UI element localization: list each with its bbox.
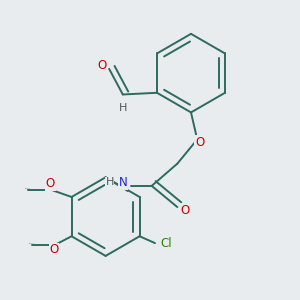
Text: methoxy: methoxy bbox=[29, 243, 35, 244]
Text: O: O bbox=[195, 136, 204, 148]
Text: O: O bbox=[180, 204, 190, 217]
Text: H: H bbox=[106, 178, 114, 188]
Text: O: O bbox=[46, 178, 55, 190]
Text: O: O bbox=[49, 243, 58, 256]
Text: H: H bbox=[119, 103, 128, 113]
Text: O: O bbox=[97, 59, 106, 72]
Text: Cl: Cl bbox=[160, 237, 172, 250]
Text: N: N bbox=[119, 176, 128, 189]
Text: methoxy: methoxy bbox=[26, 189, 33, 190]
Text: methoxy: methoxy bbox=[25, 188, 31, 190]
